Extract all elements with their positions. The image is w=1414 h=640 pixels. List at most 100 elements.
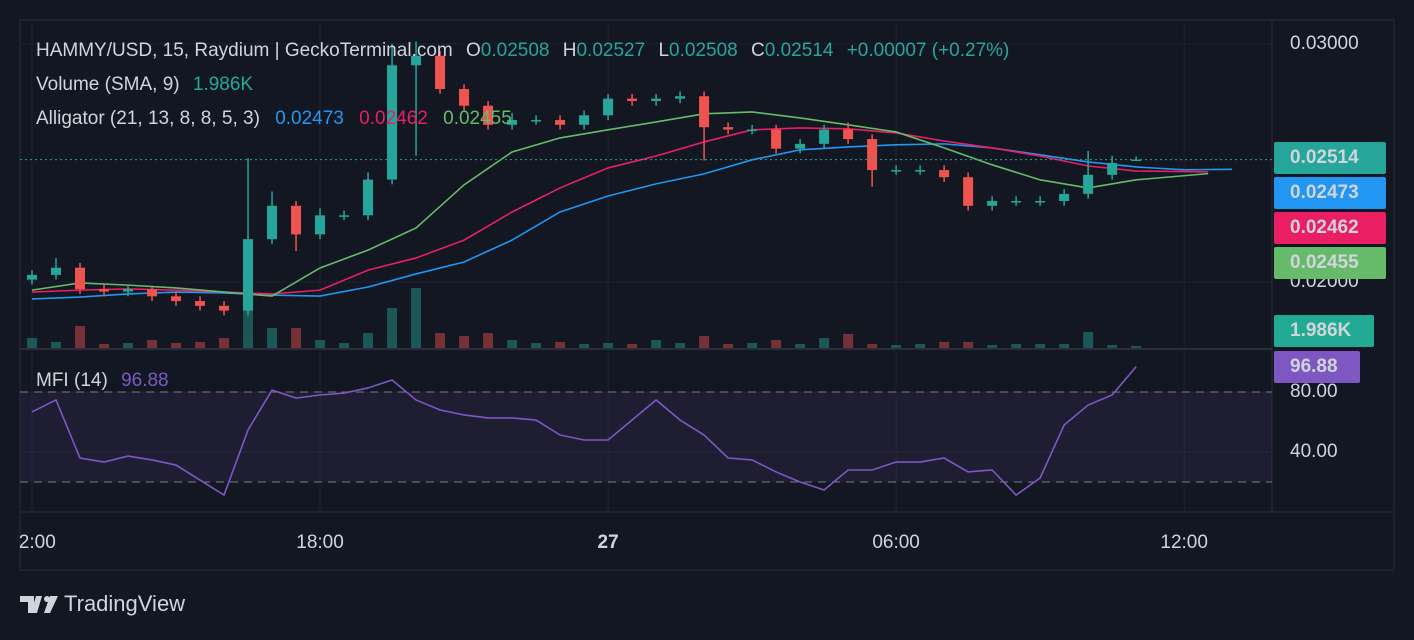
volume-bar: [387, 308, 398, 348]
y-tick-label: 40.00: [1290, 441, 1338, 462]
volume-bar: [75, 326, 86, 348]
volume-bar: [147, 340, 158, 348]
candle-body: [531, 120, 542, 122]
volume-bar: [459, 336, 470, 348]
logo-mark: [44, 596, 58, 613]
volume-bar: [291, 328, 302, 348]
alligator-label: Alligator (21, 13, 8, 8, 5, 3): [36, 108, 260, 129]
candle-body: [219, 305, 230, 311]
volume-bar: [411, 288, 422, 348]
legend-row: MFI (14) 96.88: [36, 370, 169, 391]
candle-body: [939, 170, 950, 178]
candle-body: [99, 289, 110, 292]
volume-bar: [819, 338, 830, 348]
symbol-title: HAMMY/USD, 15, Raydium | GeckoTerminal.c…: [36, 40, 453, 61]
candle-body: [171, 296, 182, 302]
candle-body: [771, 129, 782, 149]
volume-bar: [723, 344, 734, 348]
price-change: +0.00007 (+0.27%): [847, 40, 1010, 61]
candle-body: [627, 98, 638, 101]
volume-bar: [339, 343, 350, 348]
volume-bar: [1035, 344, 1046, 348]
price-badge-label: 0.02462: [1290, 217, 1359, 238]
candle-body: [747, 129, 758, 132]
volume-bar: [747, 343, 758, 348]
volume-bar: [531, 343, 542, 348]
candle-body: [1083, 174, 1094, 194]
x-tick-label: 06:00: [872, 532, 920, 553]
ohlc-label: H: [563, 40, 577, 61]
price-badge: [1274, 247, 1386, 279]
candle-body: [243, 239, 254, 311]
volume-bar: [507, 340, 518, 348]
volume-bar: [219, 338, 230, 348]
candle-body: [267, 205, 278, 240]
volume-bar: [651, 340, 662, 348]
legend: HAMMY/USD, 15, Raydium | GeckoTerminal.c…: [36, 40, 1009, 391]
candle-body: [1059, 193, 1070, 202]
volume-bar: [1059, 344, 1070, 348]
candle-body: [75, 267, 86, 290]
candle-body: [363, 179, 374, 216]
volume-bar: [987, 345, 998, 348]
candle-body: [963, 177, 974, 206]
candle-body: [51, 267, 62, 275]
volume-bar: [915, 344, 926, 348]
candle-body: [435, 55, 446, 90]
candle-body: [195, 301, 206, 306]
price-badge-label: 0.02514: [1290, 147, 1359, 168]
x-tick-label: 27: [598, 532, 619, 553]
legend-row: Alligator (21, 13, 8, 8, 5, 3) 0.02473 0…: [36, 108, 512, 129]
volume-sma-value: 1.986K: [193, 74, 254, 95]
ohlc-value: 0.02514: [765, 40, 834, 61]
candle-body: [891, 170, 902, 172]
legend-row: Volume (SMA, 9) 1.986K: [36, 74, 253, 95]
price-badge-label: 0.02473: [1290, 182, 1359, 203]
price-badge: [1274, 142, 1386, 174]
candle-body: [555, 120, 566, 125]
alligator-value: 0.02462: [359, 108, 428, 129]
volume-bar: [1131, 346, 1142, 348]
volume-bar: [579, 344, 590, 348]
volume-bar: [483, 333, 494, 348]
candle-body: [987, 201, 998, 206]
price-badge-label: 0.02455: [1290, 252, 1359, 273]
candle-body: [339, 215, 350, 217]
ohlc-label: C: [751, 40, 765, 61]
volume-bar: [99, 344, 110, 348]
y-tick-label: 0.03000: [1290, 33, 1359, 54]
plot-area: [20, 41, 1272, 497]
axes: 0.020000.0300040.0080.000.025140.024730.…: [1274, 33, 1386, 462]
candle-body: [315, 215, 326, 235]
mfi-line: [31, 366, 1137, 497]
price-badge-label: 1.986K: [1290, 320, 1352, 341]
candle-body: [123, 289, 134, 292]
volume-bar: [603, 343, 614, 348]
volume-bar: [963, 342, 974, 348]
volume-bar: [891, 345, 902, 348]
candle-body: [699, 96, 710, 128]
candle-body: [603, 98, 614, 116]
candle-body: [291, 205, 302, 235]
price-badge: [1274, 212, 1386, 244]
candle-body: [819, 129, 830, 144]
candle-body: [795, 143, 806, 149]
y-tick-label: 80.00: [1290, 381, 1338, 402]
mfi-band-fill: [20, 392, 1272, 482]
x-tick-label: 18:00: [296, 532, 344, 553]
candle-body: [411, 55, 422, 66]
candle-body: [459, 89, 470, 106]
legend-row: HAMMY/USD, 15, Raydium | GeckoTerminal.c…: [36, 40, 1009, 61]
mfi-badge: [1274, 351, 1360, 383]
ohlc-value: 0.02508: [669, 40, 738, 61]
candle-body: [843, 129, 854, 140]
branding: TradingView: [64, 591, 185, 616]
volume-bar: [195, 342, 206, 348]
candle-body: [1035, 201, 1046, 203]
volume-bar: [795, 344, 806, 348]
volume-bar: [171, 343, 182, 348]
volume-label: Volume (SMA, 9): [36, 74, 180, 95]
mfi-badge-label: 96.88: [1290, 356, 1338, 377]
candle-body: [579, 115, 590, 125]
